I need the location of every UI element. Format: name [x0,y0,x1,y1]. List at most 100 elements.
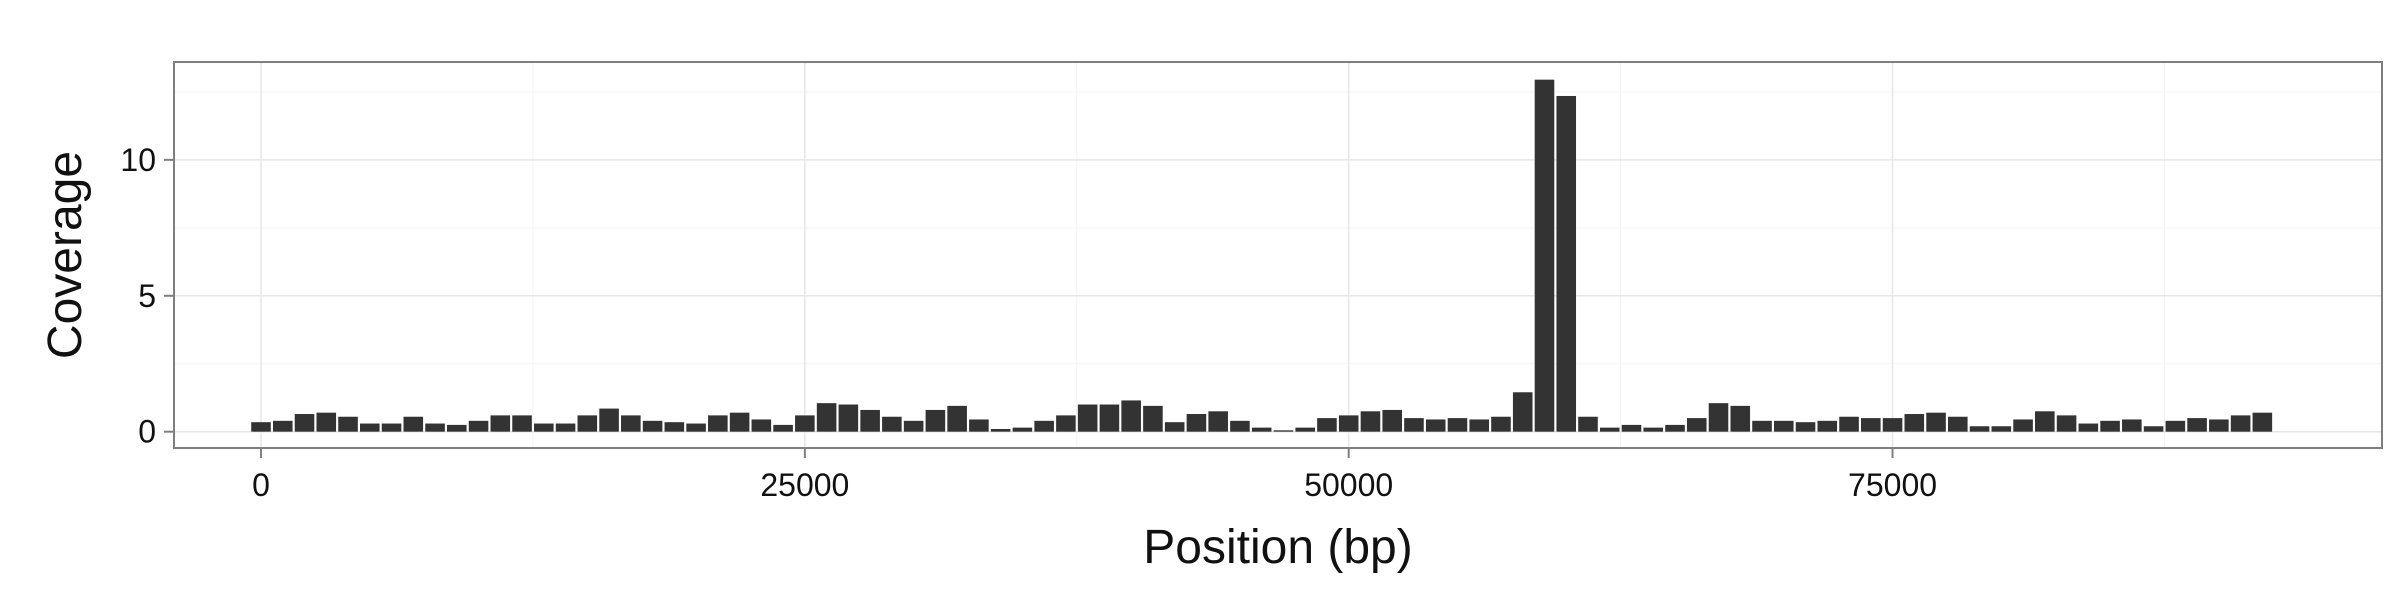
coverage-bar [1099,404,1120,432]
x-axis: 0 25000 50000 75000 [252,448,1937,503]
coverage-bar [1948,416,1968,432]
coverage-bar [425,423,445,432]
coverage-bar [1317,418,1337,432]
coverage-bar [795,415,815,432]
coverage-bar [251,422,271,432]
coverage-bar [1077,404,1098,432]
coverage-bar [1273,430,1294,432]
minor-gridlines [174,62,2382,448]
coverage-bar [1121,400,1141,432]
coverage-bar [1752,420,1772,432]
y-tick-label: 10 [120,142,156,178]
coverage-bar [316,412,337,432]
coverage-bar [1034,420,1054,432]
coverage-bar [512,415,532,432]
coverage-bar [272,420,293,432]
coverage-bar [1686,418,1707,432]
coverage-bar [1404,418,1424,432]
coverage-bar [686,423,706,432]
coverage-bar [838,404,859,432]
coverage-bar [1904,414,1925,432]
coverage-bar [1795,422,1816,432]
coverage-bar [447,424,467,432]
coverage-bar [1860,418,1881,432]
coverage-bar [708,415,728,432]
coverage-bar [468,420,489,432]
coverage-bar [1382,409,1402,432]
coverage-bar [642,420,663,432]
coverage-bar [1969,426,1990,432]
coverage-bar [816,403,837,432]
coverage-bar [1251,427,1272,432]
coverage-bar [1643,427,1664,432]
x-tick-label: 75000 [1848,467,1937,503]
x-tick-label: 25000 [760,467,849,503]
coverage-bar [1012,427,1033,432]
coverage-bar [2100,420,2120,432]
x-tick-label: 50000 [1304,467,1393,503]
coverage-bar [1164,422,1185,432]
coverage-bar [969,419,989,432]
coverage-bar [1556,95,1577,432]
coverage-bar [534,423,554,432]
coverage-bar [1447,418,1468,432]
coverage-bar [1360,411,1381,432]
coverage-bar [1425,419,1446,432]
coverage-bar [1926,412,1946,432]
y-tick-label: 0 [138,414,156,450]
coverage-bar [599,408,619,432]
coverage-bar [2035,411,2055,432]
coverage-bars [251,79,2273,432]
coverage-bar [294,414,315,432]
coverage-bar [925,409,946,432]
coverage-bar [359,423,380,432]
coverage-bar [1230,420,1250,432]
coverage-bar [1708,403,1729,432]
coverage-bar [2252,412,2273,432]
coverage-bar [1186,414,1207,432]
coverage-bar [381,423,402,432]
coverage-bar [1665,424,1685,432]
y-axis-title: Coverage [39,151,92,359]
coverage-bar [1534,79,1555,432]
coverage-bar [1882,418,1903,432]
x-axis-title: Position (bp) [1143,521,1412,574]
y-axis: 0 5 10 [120,142,174,450]
coverage-bar [2143,426,2164,432]
coverage-bar [773,424,793,432]
coverage-bar [2013,419,2033,432]
coverage-bar [2187,418,2207,432]
coverage-bar [1621,424,1642,432]
coverage-bar [2056,415,2077,432]
coverage-bar [664,422,685,432]
coverage-bar [1512,392,1533,432]
coverage-bar [2165,420,2186,432]
coverage-bar [903,420,924,432]
coverage-bar [621,415,641,432]
coverage-bar [555,423,576,432]
coverage-bar [751,419,772,432]
coverage-bar [860,409,880,432]
coverage-bar [1208,411,1228,432]
coverage-bar [2209,419,2229,432]
coverage-bar [1143,405,1163,432]
coverage-bar [1839,416,1859,432]
coverage-bar [1295,427,1315,432]
coverage-bar [2230,415,2251,432]
coverage-bar [1730,405,1751,432]
plot-panel-border [173,61,2383,449]
coverage-bar [1338,415,1359,432]
coverage-bar [2122,419,2142,432]
coverage-bar [1491,416,1511,432]
coverage-bar [403,416,424,432]
coverage-bar [1578,416,1598,432]
y-tick-label: 5 [138,278,156,314]
coverage-bar [1056,415,1076,432]
coverage-bar [1599,427,1620,432]
coverage-bar [1817,420,1838,432]
coverage-bar [1469,419,1490,432]
coverage-bar [1991,426,2012,432]
coverage-bar [338,416,358,432]
x-tick-label: 0 [252,467,270,503]
